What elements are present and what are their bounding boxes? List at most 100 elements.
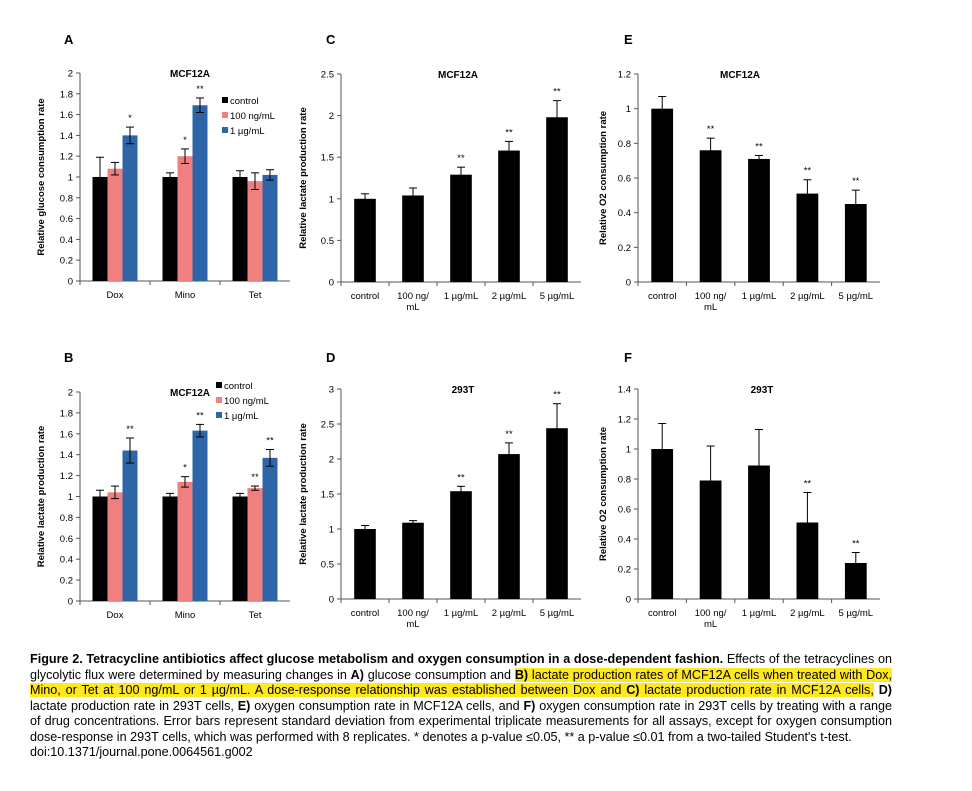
bar-1-g-ml [122,450,138,601]
y-tick-label: 0.8 [60,513,73,524]
y-tick-label: 1 [626,445,631,456]
x-tick-label: control [351,291,380,302]
figure-caption: Figure 2. Tetracycline antibiotics affec… [30,652,892,761]
caption-text-6: oxygen consumption rate in MCF12A cells,… [250,698,524,713]
y-tick-label: 0 [68,277,73,288]
chart-title: MCF12A [170,69,210,80]
bar-value [402,522,424,599]
legend-swatch [216,382,222,388]
bar-value [844,563,867,599]
y-tick-label: 0.5 [321,236,334,247]
y-tick-label: 2 [329,111,334,122]
bar-value [844,204,867,282]
chart-title: 293T [452,385,475,396]
x-tick-label: 2 µg/mL [790,608,825,619]
panel-label: D [326,350,335,365]
y-tick-label: 0.4 [60,235,73,246]
x-tick-label: 1 µg/mL [444,291,479,302]
y-tick-label: 0.2 [618,243,631,254]
significance-label: ** [457,472,465,483]
significance-label: ** [196,410,204,421]
y-tick-label: 0.4 [618,208,631,219]
x-tick-label: 100 ng/ [695,608,727,619]
x-tick-label: 100 ng/ [695,291,727,302]
x-tick-label: Mino [175,610,196,621]
x-tick-label: control [648,291,677,302]
x-tick-label: 5 µg/mL [540,291,575,302]
bar-control [162,496,178,601]
chart-panel-a: A MCF12A 0 0.2 0.4 0.6 0.8 1 1.2 1.4 1.6 1.8 2 Relati… [36,32,290,301]
y-tick-label: 1 [329,525,334,536]
caption-ref-d: D) [873,683,892,697]
bar-control [232,177,248,281]
x-tick-label: 5 µg/mL [540,608,575,619]
bar-1-g-ml [262,457,278,601]
chart-title: MCF12A [170,388,210,399]
bar-value [354,198,376,282]
significance-label: ** [266,435,274,446]
x-tick-label: control [351,608,380,619]
bar-1-g-ml [262,174,278,281]
y-tick-label: 1.4 [60,131,73,142]
x-tick-label: Dox [107,290,124,301]
bar-100-ng-ml [247,181,263,281]
legend-swatch [222,112,228,118]
x-tick-label: 5 µg/mL [839,291,874,302]
y-tick-label: 0.8 [60,193,73,204]
bar-value [748,158,770,282]
bar-value [699,150,722,282]
bar-value [498,454,520,599]
bar-control [162,177,178,281]
caption-text-7: oxygen consumption rate in 293T cells by… [30,698,892,744]
x-tick-label: 100 ng/ [397,608,429,619]
y-tick-label: 0 [329,595,334,606]
legend-swatch [216,397,222,403]
significance-label: ** [852,176,860,187]
significance-label: ** [804,479,812,490]
panel-label: E [624,32,633,47]
x-tick-label: 1 µg/mL [742,291,777,302]
bar-control [92,496,108,601]
y-tick-label: 1.6 [60,429,73,440]
bar-value [796,522,819,599]
bar-value [651,449,674,599]
y-axis-label: Relative glucose consumption rate [36,98,47,255]
y-tick-label: 0.6 [618,505,631,516]
caption-ref-b: B) [514,667,529,682]
panel-label: C [326,32,336,47]
y-tick-label: 0.8 [618,139,631,150]
bar-100-ng-ml [177,481,193,601]
chart-title: 293T [751,385,774,396]
x-tick-label: control [648,608,677,619]
x-tick-label: Dox [107,610,124,621]
significance-label: ** [505,429,513,440]
chart-panel-d: D 293T 0 0.5 1 1.5 2 2.5 3 Relative lactate produ… [298,350,581,630]
bar-1-g-ml [192,105,208,282]
significance-label: * [183,463,187,474]
x-tick-label: mL [704,302,717,313]
caption-ref-e: E) [237,698,251,713]
panel-label: F [624,350,632,365]
legend-swatch [216,412,222,418]
significance-label: ** [126,424,134,435]
caption-title: Figure 2. Tetracycline antibiotics affec… [30,652,724,666]
y-tick-label: 0.2 [60,576,73,587]
bar-value [498,150,520,282]
bar-control [232,496,248,601]
legend-swatch [222,97,228,103]
y-tick-label: 1.4 [618,385,631,396]
y-tick-label: 1.2 [60,152,73,163]
y-tick-label: 1.6 [60,110,73,121]
significance-label: ** [505,127,513,138]
legend-entry: control [230,96,259,107]
bar-value [354,529,376,599]
significance-label: ** [852,539,860,550]
legend-entry: 100 ng/mL [230,111,275,122]
bar-1-g-ml [122,135,138,281]
bar-100-ng-ml [247,488,263,601]
caption-ref-a: A) [350,667,364,682]
y-tick-label: 0.2 [60,256,73,267]
y-tick-label: 1 [626,104,631,115]
bar-value [402,195,424,282]
bar-value [796,193,819,282]
